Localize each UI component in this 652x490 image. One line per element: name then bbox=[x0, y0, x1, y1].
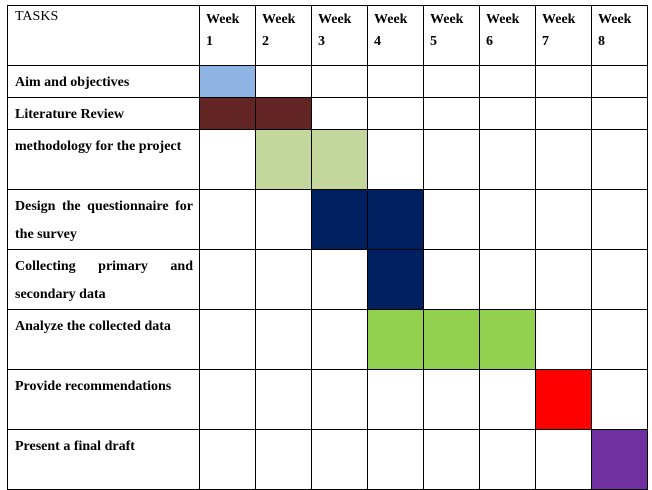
week-header: Week 7 bbox=[535, 5, 592, 66]
empty-week-cell bbox=[479, 369, 536, 430]
task-row: Analyze the collected data bbox=[7, 309, 648, 370]
empty-week-cell bbox=[591, 129, 648, 190]
empty-week-cell bbox=[199, 189, 256, 250]
schedule-bar-cell bbox=[479, 309, 536, 370]
week-header: Week 4 bbox=[367, 5, 424, 66]
empty-week-cell bbox=[535, 189, 592, 250]
empty-week-cell bbox=[311, 249, 368, 310]
task-label: Provide recommendations bbox=[7, 369, 200, 430]
empty-week-cell bbox=[591, 249, 648, 310]
empty-week-cell bbox=[423, 429, 480, 490]
week-header: Week 3 bbox=[311, 5, 368, 66]
task-label: Design the questionnaire for the survey bbox=[7, 189, 200, 250]
week-header: Week 1 bbox=[199, 5, 256, 66]
empty-week-cell bbox=[591, 309, 648, 370]
schedule-bar-cell bbox=[255, 129, 312, 190]
week-header: Week 8 bbox=[591, 5, 648, 66]
empty-week-cell bbox=[535, 249, 592, 310]
empty-week-cell bbox=[255, 429, 312, 490]
empty-week-cell bbox=[311, 65, 368, 98]
empty-week-cell bbox=[535, 309, 592, 370]
task-label: Analyze the collected data bbox=[7, 309, 200, 370]
empty-week-cell bbox=[199, 129, 256, 190]
week-header: Week 2 bbox=[255, 5, 312, 66]
empty-week-cell bbox=[199, 369, 256, 430]
schedule-bar-cell bbox=[311, 129, 368, 190]
empty-week-cell bbox=[479, 189, 536, 250]
week-header: Week 5 bbox=[423, 5, 480, 66]
empty-week-cell bbox=[311, 309, 368, 370]
empty-week-cell bbox=[535, 429, 592, 490]
empty-week-cell bbox=[367, 429, 424, 490]
task-label: Present a final draft bbox=[7, 429, 200, 490]
empty-week-cell bbox=[535, 65, 592, 98]
empty-week-cell bbox=[199, 429, 256, 490]
empty-week-cell bbox=[423, 97, 480, 130]
empty-week-cell bbox=[591, 369, 648, 430]
task-label: Collecting primary and secondary data bbox=[7, 249, 200, 310]
empty-week-cell bbox=[591, 65, 648, 98]
task-row: Present a final draft bbox=[7, 429, 648, 490]
header-row: TASKS Week 1 Week 2 Week 3 Week 4 Week 5 Week… bbox=[7, 5, 648, 66]
week-header: Week 6 bbox=[479, 5, 536, 66]
empty-week-cell bbox=[479, 249, 536, 310]
task-row: Provide recommendations bbox=[7, 369, 648, 430]
task-row: methodology for the project bbox=[7, 129, 648, 190]
empty-week-cell bbox=[255, 309, 312, 370]
empty-week-cell bbox=[535, 129, 592, 190]
empty-week-cell bbox=[423, 249, 480, 310]
schedule-bar-cell bbox=[367, 189, 424, 250]
task-label: Literature Review bbox=[7, 97, 200, 130]
empty-week-cell bbox=[255, 369, 312, 430]
schedule-bar-cell bbox=[255, 97, 312, 130]
empty-week-cell bbox=[423, 65, 480, 98]
empty-week-cell bbox=[367, 129, 424, 190]
empty-week-cell bbox=[423, 189, 480, 250]
empty-week-cell bbox=[479, 129, 536, 190]
empty-week-cell bbox=[255, 65, 312, 98]
empty-week-cell bbox=[423, 369, 480, 430]
empty-week-cell bbox=[311, 429, 368, 490]
empty-week-cell bbox=[591, 189, 648, 250]
empty-week-cell bbox=[367, 369, 424, 430]
empty-week-cell bbox=[535, 97, 592, 130]
schedule-bar-cell bbox=[423, 309, 480, 370]
empty-week-cell bbox=[255, 189, 312, 250]
schedule-bar-cell bbox=[535, 369, 592, 430]
task-row: Design the questionnaire for the survey bbox=[7, 189, 648, 250]
task-label: methodology for the project bbox=[7, 129, 200, 190]
task-label: Aim and objectives bbox=[7, 65, 200, 98]
empty-week-cell bbox=[367, 65, 424, 98]
empty-week-cell bbox=[479, 429, 536, 490]
empty-week-cell bbox=[479, 65, 536, 98]
empty-week-cell bbox=[479, 97, 536, 130]
empty-week-cell bbox=[311, 369, 368, 430]
empty-week-cell bbox=[255, 249, 312, 310]
empty-week-cell bbox=[199, 309, 256, 370]
empty-week-cell bbox=[311, 97, 368, 130]
task-row: Collecting primary and secondary data bbox=[7, 249, 648, 310]
tasks-header: TASKS bbox=[7, 5, 200, 66]
empty-week-cell bbox=[591, 97, 648, 130]
empty-week-cell bbox=[367, 97, 424, 130]
schedule-bar-cell bbox=[311, 189, 368, 250]
schedule-bar-cell bbox=[199, 65, 256, 98]
schedule-bar-cell bbox=[367, 249, 424, 310]
task-row: Aim and objectives bbox=[7, 65, 648, 98]
task-row: Literature Review bbox=[7, 97, 648, 130]
schedule-bar-cell bbox=[591, 429, 648, 490]
empty-week-cell bbox=[199, 249, 256, 310]
schedule-bar-cell bbox=[199, 97, 256, 130]
empty-week-cell bbox=[423, 129, 480, 190]
task-rows: Aim and objectives Literature Review metho… bbox=[7, 65, 648, 490]
schedule-bar-cell bbox=[367, 309, 424, 370]
gantt-table: TASKS Week 1 Week 2 Week 3 Week 4 Week 5 Week… bbox=[7, 5, 648, 490]
